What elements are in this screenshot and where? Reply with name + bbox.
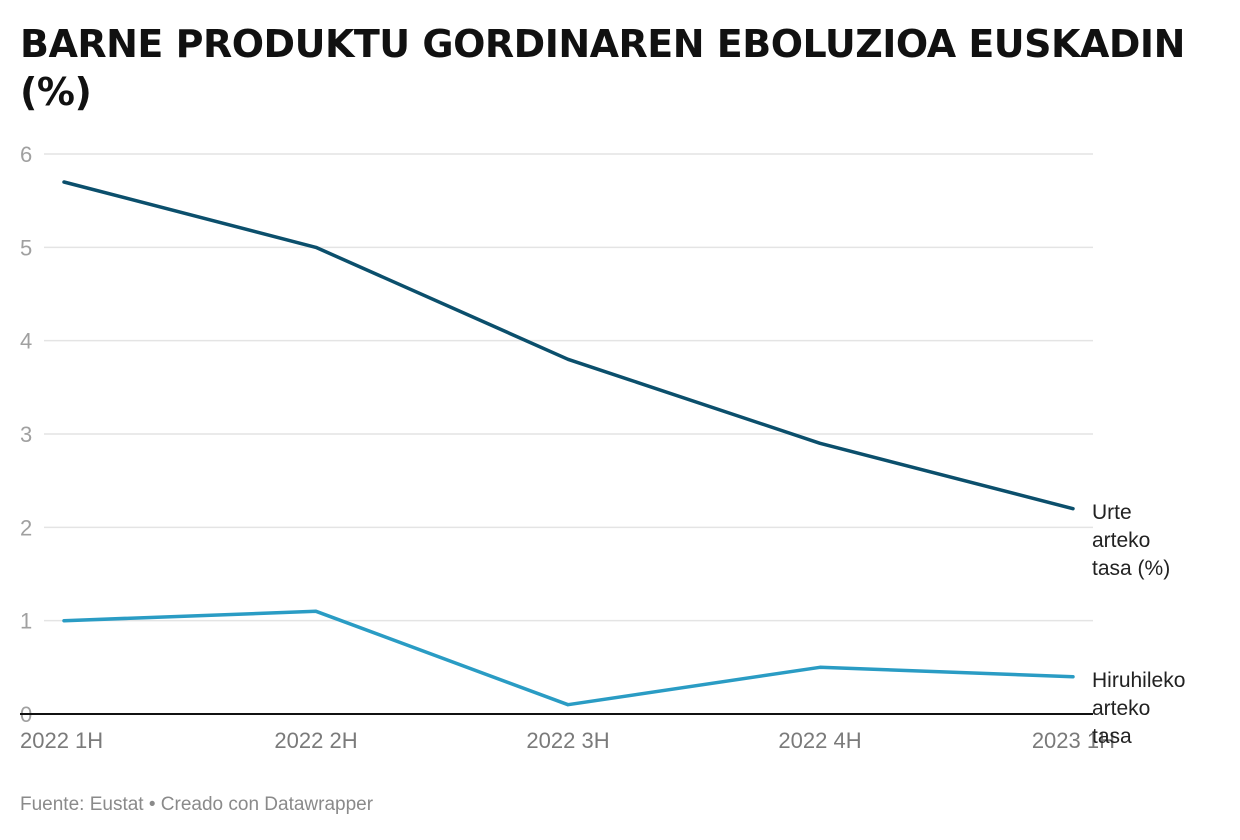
gridlines (44, 153, 1093, 622)
series-labels: Urte arteko tasa (%) Hiruhileko arteko tasa (1092, 501, 1185, 748)
series-line-0 (62, 180, 1075, 511)
x-tick-label: 2022 4H (778, 728, 861, 753)
x-tick-label: 2022 1H (20, 728, 103, 753)
series-label: tasa (1092, 725, 1132, 748)
series-label: arteko (1092, 697, 1150, 720)
x-tick-label: 2023 1H (1032, 728, 1115, 753)
y-tick-label: 1 (20, 609, 32, 634)
y-tick-label: 5 (20, 235, 32, 260)
series-label: arteko (1092, 529, 1150, 552)
series-label: Urte (1092, 501, 1132, 524)
y-tick-label: 3 (20, 422, 32, 447)
x-tick-label: 2022 2H (274, 728, 357, 753)
series-line-1 (62, 609, 1075, 707)
y-tick-label: 6 (20, 142, 32, 167)
x-axis-ticks: 2022 1H 2022 2H 2022 3H 2022 4H 2023 1H (20, 728, 1115, 753)
x-tick-label: 2022 3H (526, 728, 609, 753)
series-lines (62, 180, 1075, 707)
series-label: tasa (%) (1092, 557, 1170, 580)
y-tick-label: 2 (20, 515, 32, 540)
chart-title: BARNE PRODUKTU GORDINAREN EBOLUZIOA EUSK… (20, 22, 1185, 114)
source-footer: Fuente: Eustat • Creado con Datawrapper (20, 794, 374, 815)
y-tick-label: 4 (20, 329, 32, 354)
series-label: Hiruhileko (1092, 669, 1185, 692)
